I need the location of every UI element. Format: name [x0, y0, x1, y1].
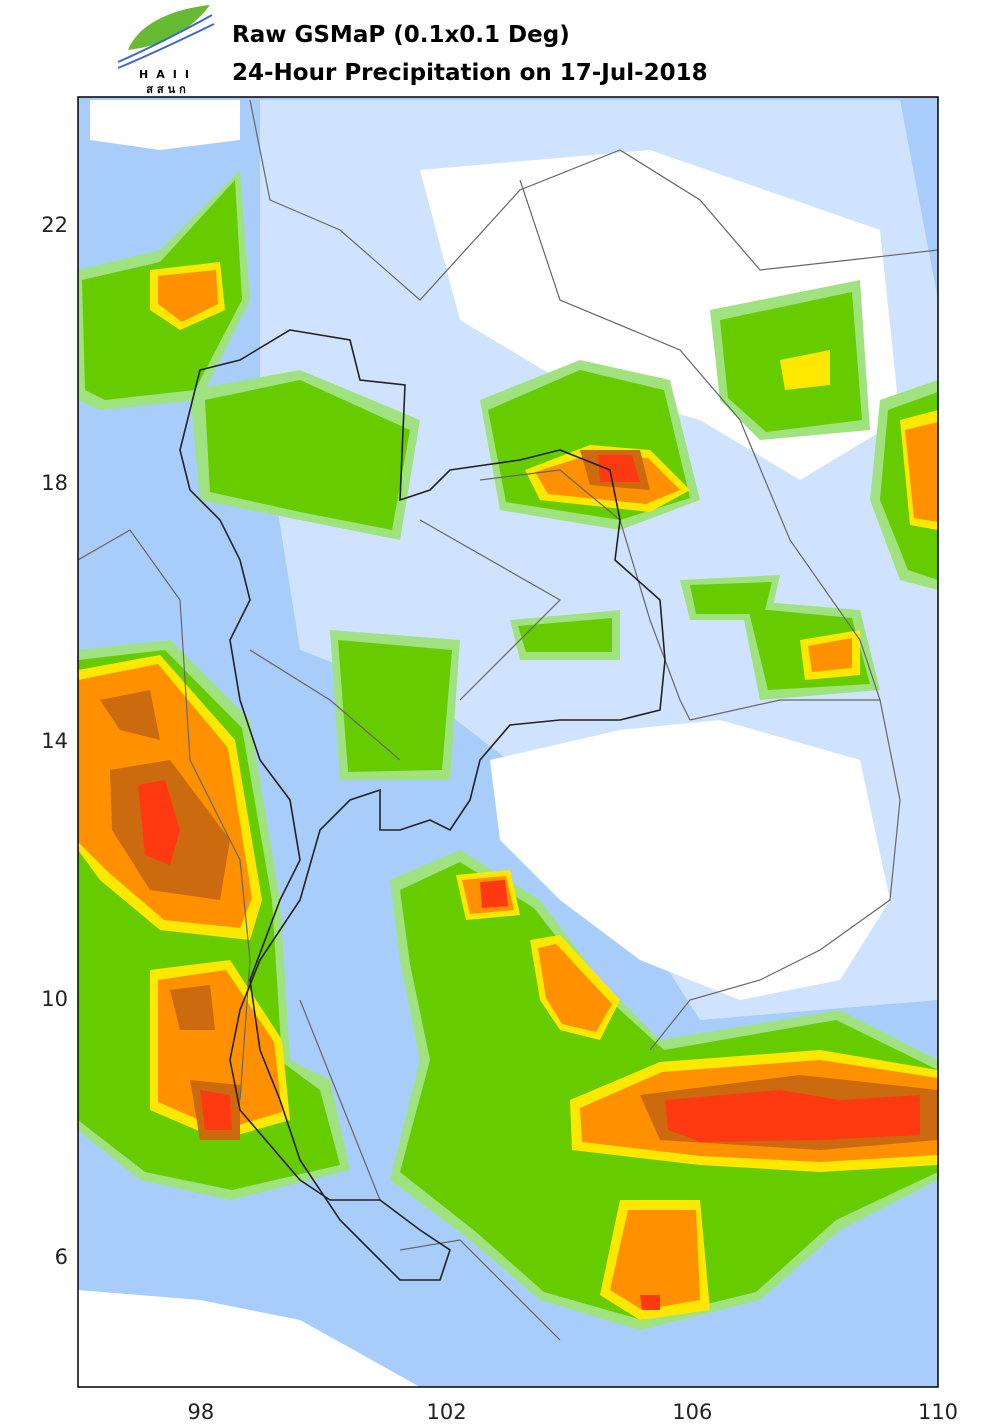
no-rain: [490, 720, 890, 1000]
logo-name: HAII: [139, 68, 197, 81]
x-tick-label: 106: [672, 1400, 712, 1424]
title: Raw GSMaP (0.1x0.1 Deg): [232, 22, 570, 48]
x-tick-label: 98: [187, 1400, 214, 1424]
precipitation-field: [78, 97, 938, 1387]
logo: HAII สสนก: [117, 5, 215, 96]
logo-leaf: [128, 5, 210, 50]
no-rain: [78, 1290, 420, 1387]
logo-wave: [117, 14, 213, 63]
no-rain: [90, 100, 240, 150]
y-tick-label: 14: [41, 729, 68, 753]
rain-moderate: [78, 180, 938, 1320]
y-tick-label: 22: [41, 213, 68, 237]
y-tick-label: 10: [41, 987, 68, 1011]
subtitle: 24-Hour Precipitation on 17-Jul-2018: [232, 60, 708, 86]
x-tick-label: 110: [918, 1400, 958, 1424]
y-tick-label: 6: [55, 1245, 68, 1269]
logo-wave: [117, 23, 215, 69]
x-tick-label: 102: [427, 1400, 467, 1424]
map-frame: [77, 96, 939, 1388]
logo-thai: สสนก: [146, 83, 190, 96]
admin-borders: [78, 99, 938, 1341]
thailand-border: [179, 329, 666, 1281]
y-tick-label: 18: [41, 471, 68, 495]
rain-extreme: [138, 455, 920, 1310]
